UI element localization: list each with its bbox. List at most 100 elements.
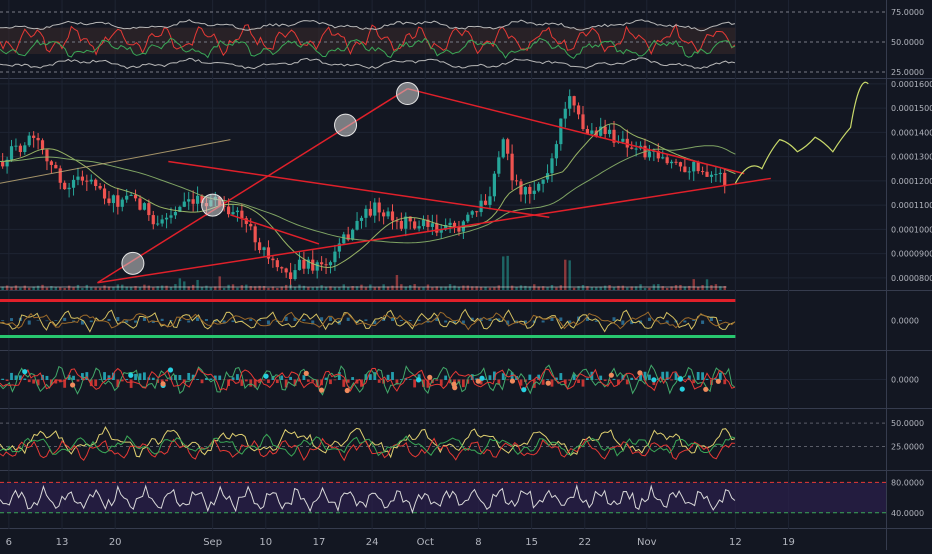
osc2-histogram-bar	[444, 320, 448, 323]
volume-bar	[475, 286, 478, 290]
candle-body	[45, 149, 49, 162]
osc3-histogram-bar	[205, 377, 208, 380]
osc3-histogram-bar	[439, 379, 443, 386]
volume-bar	[72, 287, 75, 290]
candle-body	[678, 162, 683, 167]
pivot-circle-marker[interactable]	[201, 193, 225, 217]
candle-body	[408, 216, 412, 222]
volume-bar	[320, 285, 323, 290]
osc3-histogram-bar	[661, 371, 665, 380]
candle-body	[603, 126, 607, 135]
trendline[interactable]	[168, 160, 550, 218]
candle-body	[395, 220, 399, 222]
osc3-histogram-bar	[284, 379, 288, 388]
candle-body	[718, 172, 722, 175]
volume-bar	[355, 286, 359, 290]
osc3-cross-dot	[415, 377, 422, 383]
osc2-histogram-bar	[107, 318, 111, 321]
volume-bar	[205, 285, 208, 290]
trendline[interactable]	[97, 177, 771, 284]
candle-body	[479, 200, 483, 213]
volume-bar	[147, 285, 151, 290]
osc3-cross-dot	[703, 386, 709, 392]
volume-bar	[626, 287, 629, 290]
top-osc-band-upper	[0, 19, 736, 32]
osc3-histogram-bar	[599, 375, 603, 380]
candle-body	[647, 151, 652, 158]
osc3-histogram-bar	[120, 379, 124, 382]
osc2-histogram-bar	[550, 316, 554, 321]
candle-body	[439, 229, 443, 233]
osc3-histogram-bar	[72, 375, 75, 380]
osc3-histogram-bar	[422, 379, 425, 387]
volume-bar	[107, 286, 111, 290]
candle-body	[328, 262, 333, 266]
volume-bar	[670, 286, 673, 290]
candle-body	[182, 201, 186, 207]
osc3-cross-dot	[637, 370, 643, 376]
osc2-histogram-bar	[284, 316, 288, 321]
candle-body	[559, 118, 563, 145]
candle-body	[421, 219, 426, 227]
volume-bar	[502, 256, 505, 290]
osc3-histogram-bar	[1, 378, 5, 380]
x-tick-label: 13	[56, 537, 69, 548]
osc3-histogram-bar	[218, 375, 222, 380]
volume-bar	[236, 287, 239, 290]
osc2-histogram-bar	[408, 319, 412, 321]
volume-bar	[249, 286, 252, 290]
osc2-histogram-bar	[222, 320, 226, 324]
candle-body	[630, 147, 634, 149]
candle-body	[501, 139, 505, 158]
osc3-histogram-bar	[501, 373, 505, 380]
volume-bar	[324, 286, 328, 290]
osc3-histogram-bar	[329, 379, 332, 385]
volume-bar	[462, 285, 465, 290]
osc2-histogram-bar	[36, 320, 40, 321]
candle-body	[599, 126, 603, 136]
osc3-histogram-bar	[448, 379, 452, 384]
volume-bar	[183, 281, 186, 290]
candle-body	[669, 161, 674, 164]
osc3-histogram-bar	[10, 372, 13, 380]
candle-body	[306, 259, 310, 269]
candle-body	[200, 195, 204, 204]
projection-path[interactable]	[734, 81, 869, 184]
pivot-circle-marker[interactable]	[334, 113, 358, 137]
osc3-histogram-bar	[581, 379, 585, 387]
pivot-circle-marker[interactable]	[396, 82, 420, 106]
trendline[interactable]	[230, 214, 320, 245]
osc3-histogram-bar	[510, 372, 514, 380]
candle-body	[23, 145, 27, 152]
volume-bar	[240, 285, 244, 290]
volume-bar	[214, 286, 217, 290]
osc3-histogram-bar	[165, 379, 168, 382]
osc3-histogram-bar	[103, 372, 106, 380]
candle-body	[430, 223, 434, 227]
trendline[interactable]	[407, 87, 745, 175]
volume-bar	[280, 286, 283, 290]
osc3-cross-dot	[160, 381, 166, 387]
candle-body	[399, 220, 403, 229]
osc3-histogram-bar	[461, 379, 465, 388]
osc3-histogram-bar	[537, 374, 541, 380]
candle-body	[187, 199, 191, 202]
candle-body	[532, 190, 536, 194]
candle-body	[466, 214, 470, 222]
osc3-histogram-bar	[528, 374, 532, 380]
candle-body	[147, 203, 151, 216]
osc2-histogram-bar	[541, 320, 545, 323]
osc2-histogram-bar	[311, 320, 315, 325]
volume-bar	[1, 286, 4, 290]
pivot-circle-marker[interactable]	[121, 251, 145, 275]
volume-bar	[23, 285, 27, 290]
volume-bar	[32, 286, 35, 290]
volume-bar	[196, 279, 199, 290]
candle-body	[661, 157, 665, 159]
osc3-histogram-bar	[519, 379, 523, 386]
osc3-histogram-bar	[586, 378, 589, 380]
osc3-histogram-bar	[298, 379, 301, 382]
